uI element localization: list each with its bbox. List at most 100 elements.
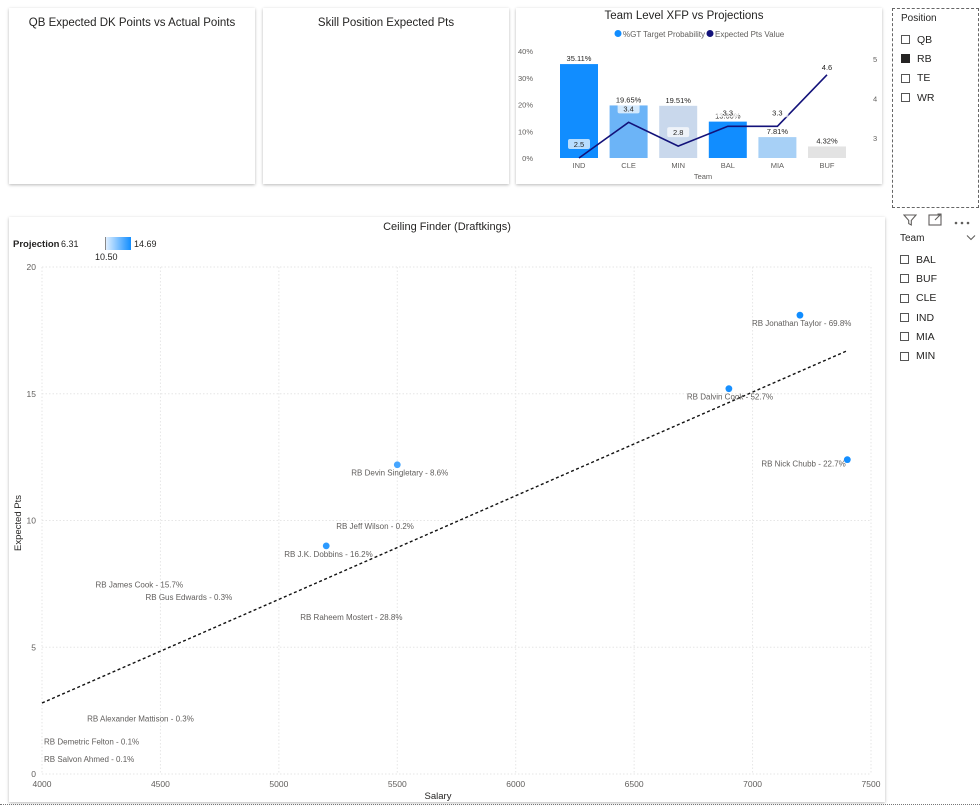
team-bar-mia[interactable]: [758, 137, 797, 158]
line-label-background: [617, 103, 640, 114]
team-xfp-visual[interactable]: Team Level XFP vs Projections %GT Target…: [516, 8, 882, 184]
team-item-mia[interactable]: MIA: [900, 327, 976, 346]
scatter-point[interactable]: [393, 461, 401, 469]
team-item-label: CLE: [916, 292, 937, 305]
scatter-point[interactable]: [228, 573, 235, 580]
team-checkbox[interactable]: [900, 293, 909, 303]
scatter-point[interactable]: [39, 748, 46, 755]
team-item-bal[interactable]: BAL: [900, 250, 976, 269]
scatter-point[interactable]: [323, 530, 330, 537]
team-checkbox[interactable]: [900, 255, 909, 265]
scatter-point[interactable]: [323, 606, 330, 613]
scatter-point-label: RB James Cook - 15.7%: [95, 580, 183, 589]
team-category-label: BUF: [820, 161, 835, 170]
position-item-wr[interactable]: WR: [901, 88, 973, 107]
projection-legend-title: Projection: [13, 239, 60, 250]
scatter-point[interactable]: [228, 586, 235, 593]
position-checkbox[interactable]: [901, 73, 910, 83]
team-checkbox[interactable]: [900, 332, 909, 342]
ceiling-finder-visual[interactable]: Ceiling Finder (Draftkings) Projection 6…: [9, 217, 885, 802]
scatter-y-axis-title: Expected Pts: [13, 495, 24, 551]
right-axis-tick: 3: [873, 134, 877, 143]
position-item-label: WR: [917, 91, 935, 104]
right-axis-tick: 4: [873, 95, 877, 104]
team-checkbox[interactable]: [900, 351, 909, 361]
scatter-point[interactable]: [110, 705, 117, 712]
projection-legend-min: 6.31: [61, 239, 79, 249]
expected-pts-line[interactable]: [578, 74, 828, 159]
team-item-label: IND: [916, 311, 935, 324]
focus-mode-icon[interactable]: [928, 213, 943, 230]
line-data-label-group: 2.5: [568, 139, 590, 149]
team-chart-legend[interactable]: %GT Target Probability Expected Pts Valu…: [614, 30, 785, 39]
bar-data-label: 7.81%: [767, 127, 789, 136]
y-axis-tick: 5: [31, 642, 36, 652]
chevron-down-icon[interactable]: [966, 233, 976, 244]
team-checkbox[interactable]: [900, 274, 909, 284]
scatter-title: Ceiling Finder (Draftkings): [383, 221, 511, 233]
position-checkbox[interactable]: [901, 54, 910, 64]
team-item-label: MIA: [916, 330, 935, 343]
team-slicer[interactable]: Team BAL BUF CLE IND MIA MIN: [900, 233, 976, 366]
scatter-point-label: RB Devin Singletary - 8.6%: [351, 469, 448, 478]
position-item-rb[interactable]: RB: [901, 49, 973, 68]
line-data-label: 4.6: [822, 63, 832, 72]
left-axis-tick: 0%: [522, 154, 533, 163]
x-axis-tick: 6500: [625, 779, 644, 789]
position-item-label: QB: [917, 33, 933, 46]
filter-icon[interactable]: [902, 213, 918, 230]
scatter-point-label: RB Gus Edwards - 0.3%: [145, 593, 232, 602]
team-bar-buf[interactable]: [808, 146, 846, 158]
bar-data-label: 35.11%: [567, 54, 592, 63]
position-slicer-title: Position: [901, 13, 937, 24]
visual-header-toolbar: [902, 213, 970, 230]
line-data-label: 3.3: [772, 108, 782, 117]
more-options-icon[interactable]: [954, 214, 970, 229]
right-axis-tick: 5: [873, 55, 877, 64]
page-bottom-border: [0, 804, 980, 805]
team-item-ind[interactable]: IND: [900, 308, 976, 327]
x-axis-tick: 7500: [862, 779, 881, 789]
line-label-background: [667, 127, 690, 138]
scatter-point[interactable]: [110, 636, 117, 643]
projection-legend-mid: 10.50: [95, 252, 118, 262]
qb-points-visual[interactable]: QB Expected DK Points vs Actual Points: [9, 8, 255, 184]
skill-position-visual[interactable]: Skill Position Expected Pts: [263, 8, 509, 184]
position-checkbox[interactable]: [901, 35, 910, 45]
scatter-point-label: RB Raheem Mostert - 28.8%: [300, 613, 402, 622]
position-item-te[interactable]: TE: [901, 69, 973, 88]
team-item-cle[interactable]: CLE: [900, 289, 976, 308]
left-axis-tick: 30%: [518, 74, 533, 83]
x-axis-tick: 5000: [269, 779, 288, 789]
scatter-point[interactable]: [181, 707, 188, 714]
team-bar-bal[interactable]: [708, 121, 747, 158]
position-item-label: RB: [917, 52, 932, 65]
scatter-point[interactable]: [725, 385, 733, 393]
line-data-label-group: 3.3: [716, 107, 739, 118]
team-item-label: MIN: [916, 350, 936, 363]
scatter-x-axis-title: Salary: [425, 791, 452, 802]
scatter-point[interactable]: [843, 456, 851, 464]
left-axis-tick: 20%: [518, 101, 533, 110]
scatter-point[interactable]: [39, 730, 46, 737]
scatter-point-label: RB Demetric Felton - 0.1%: [44, 737, 139, 746]
projection-legend[interactable]: Projection 6.31 10.50 14.69: [13, 237, 157, 262]
trend-line: [41, 350, 848, 704]
position-slicer[interactable]: Position QB RB TE WR: [892, 8, 979, 208]
legend-label-target: %GT Target Probability: [623, 30, 705, 39]
team-item-buf[interactable]: BUF: [900, 269, 976, 288]
projection-legend-max: 14.69: [134, 239, 157, 249]
position-item-qb[interactable]: QB: [901, 30, 973, 49]
team-checkbox[interactable]: [900, 313, 909, 323]
position-checkbox[interactable]: [901, 93, 910, 103]
scatter-point[interactable]: [796, 311, 804, 319]
team-category-label: IND: [573, 161, 587, 170]
team-slicer-title: Team: [900, 233, 925, 244]
team-item-label: BAL: [916, 253, 936, 266]
scatter-point[interactable]: [322, 542, 330, 550]
team-item-min[interactable]: MIN: [900, 346, 976, 365]
line-data-label: 2.8: [673, 128, 683, 137]
x-axis-tick: 7000: [743, 779, 762, 789]
team-category-label: BAL: [721, 161, 735, 170]
team-category-label: MIN: [671, 161, 685, 170]
